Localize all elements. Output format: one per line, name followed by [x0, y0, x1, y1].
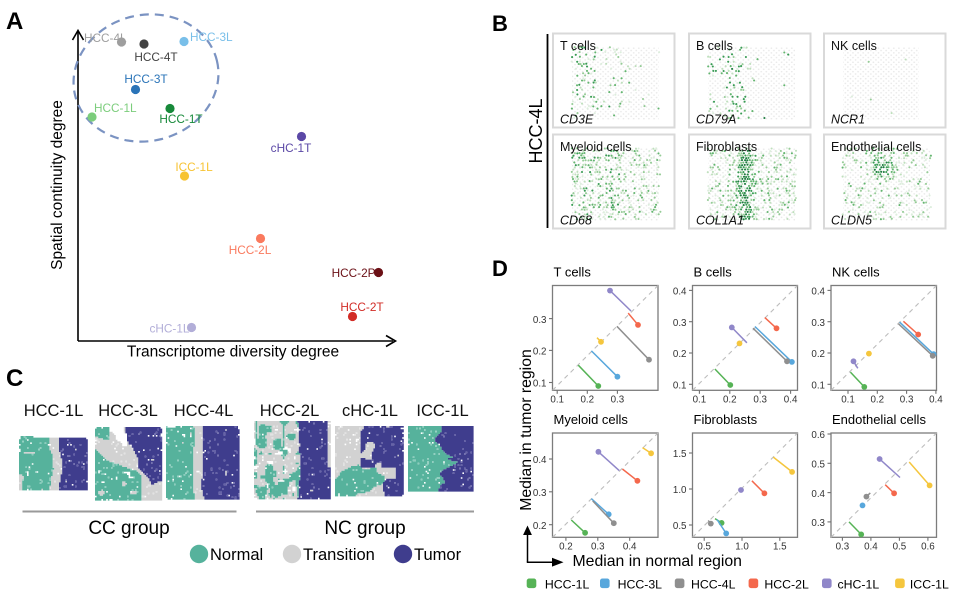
svg-text:0.2: 0.2: [533, 521, 547, 532]
svg-text:0.3: 0.3: [811, 318, 825, 329]
svg-text:Myeloid cells: Myeloid cells: [560, 140, 632, 154]
svg-text:A: A: [6, 8, 23, 35]
svg-text:CC group: CC group: [88, 518, 169, 539]
svg-text:CD68: CD68: [560, 214, 592, 228]
svg-text:HCC-1T: HCC-1T: [159, 112, 202, 126]
svg-text:0.5: 0.5: [673, 521, 687, 532]
svg-text:HCC-4T: HCC-4T: [134, 50, 177, 64]
svg-text:B: B: [492, 11, 508, 36]
svg-text:Fibroblasts: Fibroblasts: [696, 140, 757, 154]
svg-text:Myeloid cells: Myeloid cells: [554, 412, 629, 427]
svg-text:Spatial continuity degree: Spatial continuity degree: [49, 100, 66, 270]
svg-text:0.1: 0.1: [533, 379, 547, 390]
svg-text:0.3: 0.3: [836, 542, 850, 553]
svg-text:0.4: 0.4: [929, 395, 943, 406]
svg-text:HCC-3T: HCC-3T: [124, 72, 167, 86]
svg-text:HCC-4L: HCC-4L: [691, 578, 736, 592]
svg-text:0.5: 0.5: [811, 460, 825, 471]
svg-text:0.1: 0.1: [811, 381, 825, 392]
svg-text:HCC-1L: HCC-1L: [94, 101, 137, 115]
svg-text:0.4: 0.4: [533, 455, 547, 466]
svg-text:cHC-1L: cHC-1L: [838, 578, 880, 592]
svg-text:T cells: T cells: [554, 265, 592, 280]
svg-text:0.3: 0.3: [591, 542, 605, 553]
svg-text:HCC-2L: HCC-2L: [260, 402, 320, 420]
svg-text:COL1A1: COL1A1: [696, 214, 744, 228]
svg-text:0.2: 0.2: [673, 349, 687, 360]
svg-text:HCC-3L: HCC-3L: [190, 30, 233, 44]
svg-text:0.1: 0.1: [673, 381, 687, 392]
svg-text:0.4: 0.4: [811, 287, 825, 298]
svg-text:ICC-1L: ICC-1L: [175, 160, 213, 174]
svg-text:Tumor: Tumor: [414, 546, 462, 564]
svg-text:0.1: 0.1: [693, 395, 707, 406]
svg-text:HCC-2T: HCC-2T: [340, 300, 383, 314]
svg-text:CD79A: CD79A: [696, 113, 736, 127]
svg-text:D: D: [492, 256, 508, 281]
svg-text:0.4: 0.4: [811, 489, 825, 500]
svg-text:C: C: [6, 365, 23, 392]
svg-text:ICC-1L: ICC-1L: [416, 402, 468, 420]
svg-text:NK cells: NK cells: [831, 39, 877, 53]
svg-text:HCC-3L: HCC-3L: [98, 402, 158, 420]
svg-text:0.2: 0.2: [533, 347, 547, 358]
svg-text:0.5: 0.5: [697, 542, 711, 553]
svg-text:0.4: 0.4: [784, 395, 798, 406]
svg-text:NCR1: NCR1: [831, 113, 865, 127]
svg-text:NK cells: NK cells: [832, 265, 880, 280]
svg-text:B cells: B cells: [694, 265, 733, 280]
svg-text:B cells: B cells: [696, 39, 733, 53]
svg-text:0.2: 0.2: [811, 349, 825, 360]
svg-text:cHC-1T: cHC-1T: [271, 141, 312, 155]
svg-text:CD3E: CD3E: [560, 113, 594, 127]
svg-text:0.3: 0.3: [900, 395, 914, 406]
svg-text:HCC-3L: HCC-3L: [618, 578, 663, 592]
svg-text:0.4: 0.4: [623, 542, 637, 553]
svg-text:HCC-2P: HCC-2P: [332, 266, 376, 280]
svg-text:ICC-1L: ICC-1L: [910, 578, 949, 592]
svg-text:Normal: Normal: [210, 546, 263, 564]
svg-text:0.3: 0.3: [611, 395, 625, 406]
svg-text:0.2: 0.2: [870, 395, 884, 406]
svg-text:0.4: 0.4: [864, 542, 878, 553]
svg-text:T cells: T cells: [560, 39, 596, 53]
svg-text:CLDN5: CLDN5: [831, 214, 872, 228]
svg-text:0.6: 0.6: [921, 542, 935, 553]
svg-text:HCC-4L: HCC-4L: [174, 402, 234, 420]
svg-text:Transcriptome diversity degree: Transcriptome diversity degree: [127, 344, 339, 361]
svg-text:0.3: 0.3: [753, 395, 767, 406]
svg-text:0.2: 0.2: [723, 395, 737, 406]
svg-text:Fibroblasts: Fibroblasts: [694, 412, 758, 427]
svg-text:0.3: 0.3: [533, 315, 547, 326]
svg-text:NC group: NC group: [324, 518, 405, 539]
svg-text:0.6: 0.6: [811, 430, 825, 441]
svg-text:HCC-4L: HCC-4L: [84, 31, 127, 45]
svg-text:1.0: 1.0: [735, 542, 749, 553]
svg-text:HCC-2L: HCC-2L: [229, 243, 272, 257]
svg-text:Endothelial cells: Endothelial cells: [831, 140, 921, 154]
svg-text:0.5: 0.5: [893, 542, 907, 553]
svg-text:HCC-1L: HCC-1L: [545, 578, 590, 592]
svg-text:Median in tumor region: Median in tumor region: [518, 349, 535, 511]
svg-text:0.2: 0.2: [580, 395, 594, 406]
svg-text:Endothelial cells: Endothelial cells: [832, 412, 926, 427]
svg-text:0.1: 0.1: [841, 395, 855, 406]
svg-text:HCC-2L: HCC-2L: [764, 578, 809, 592]
svg-text:1.5: 1.5: [773, 542, 787, 553]
svg-text:0.3: 0.3: [673, 318, 687, 329]
svg-text:HCC-1L: HCC-1L: [24, 402, 84, 420]
svg-text:0.1: 0.1: [550, 395, 564, 406]
svg-text:cHC-1L: cHC-1L: [150, 322, 190, 336]
svg-text:1.0: 1.0: [673, 485, 687, 496]
svg-text:0.2: 0.2: [559, 542, 573, 553]
svg-text:1.5: 1.5: [673, 449, 687, 460]
svg-text:Median in normal region: Median in normal region: [573, 553, 742, 570]
svg-text:HCC-4L: HCC-4L: [526, 98, 546, 163]
svg-text:cHC-1L: cHC-1L: [342, 402, 398, 420]
svg-text:Transition: Transition: [303, 546, 375, 564]
svg-text:0.3: 0.3: [811, 518, 825, 529]
svg-text:0.3: 0.3: [533, 488, 547, 499]
svg-text:0.4: 0.4: [673, 287, 687, 298]
